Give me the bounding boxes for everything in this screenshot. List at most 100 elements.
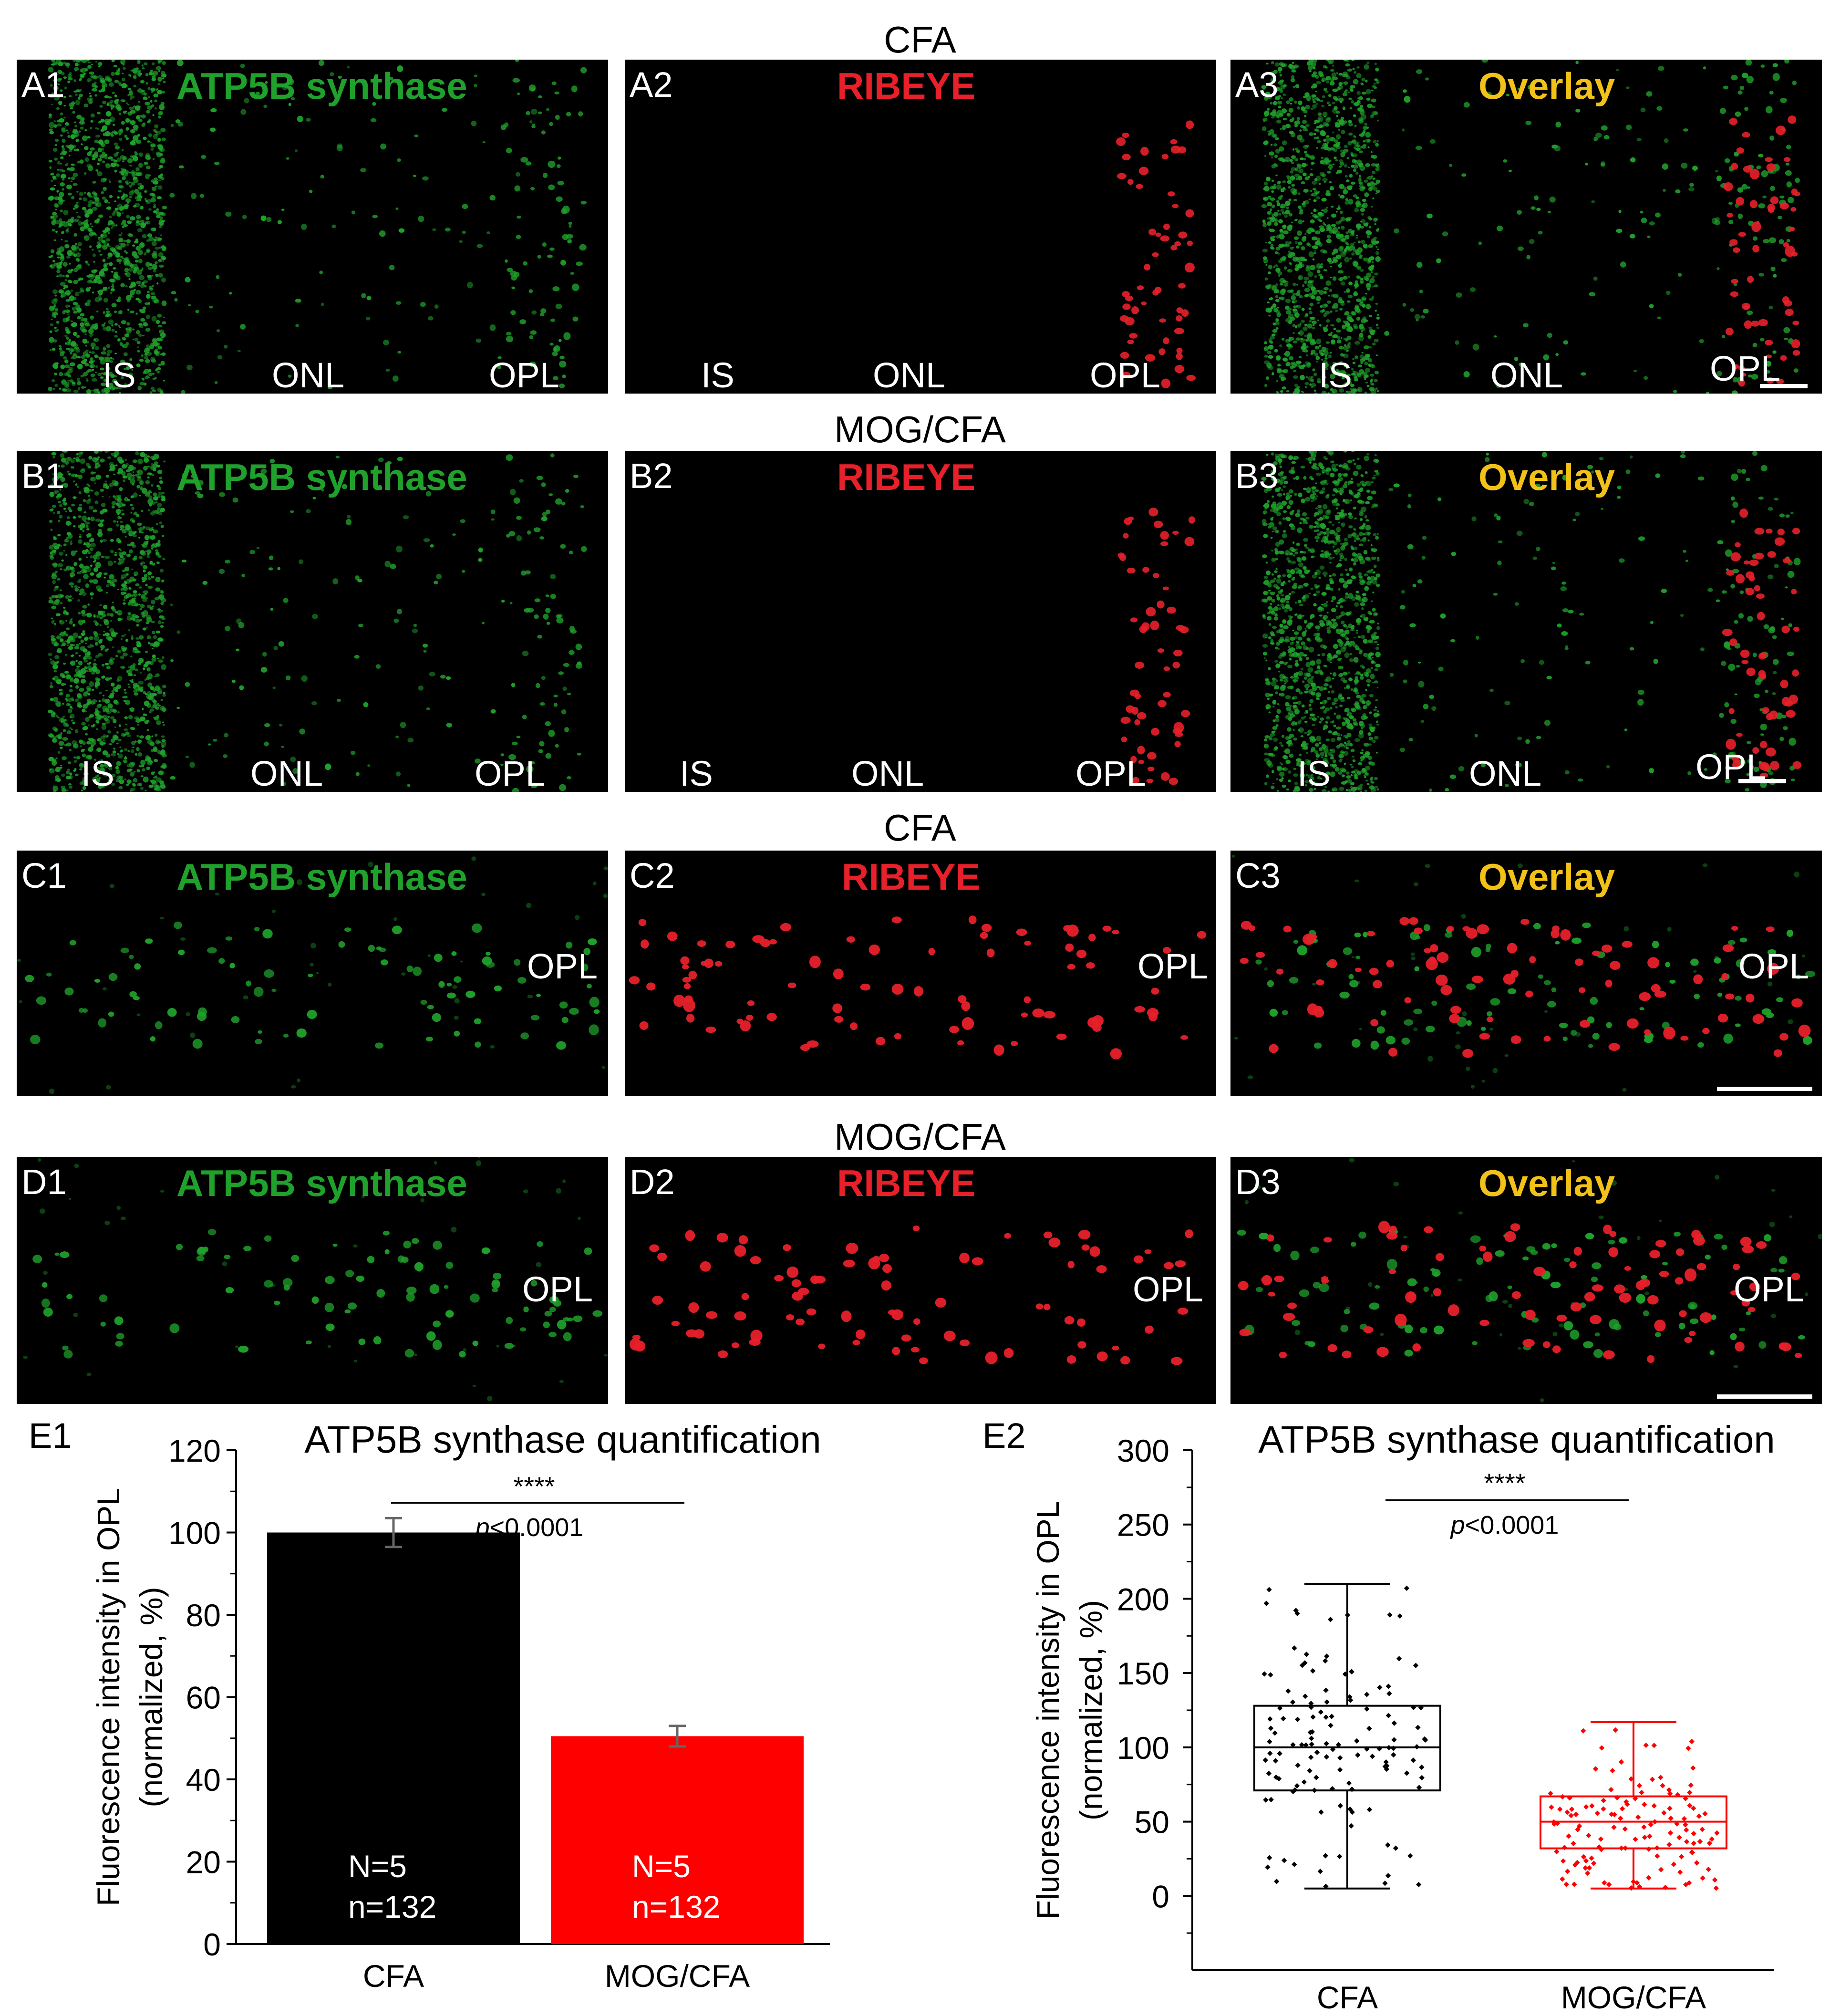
data-point (1689, 1849, 1695, 1855)
significance-stars: **** (1484, 1468, 1525, 1498)
layer-label-opl: OPL (1734, 1269, 1805, 1309)
data-point (1294, 1611, 1300, 1616)
data-point (1712, 1877, 1718, 1883)
y-tick-label: 0 (1152, 1879, 1169, 1914)
y-tick-label: 50 (1135, 1805, 1169, 1840)
panel-title: Overlay (1478, 856, 1615, 898)
data-point (1281, 1858, 1287, 1863)
data-point (1560, 1876, 1565, 1882)
data-point (1611, 1824, 1617, 1830)
panel-title: Overlay (1478, 456, 1615, 498)
data-point (1646, 1875, 1652, 1881)
layer-label-opl: OPL (527, 946, 598, 986)
y-tick-label: 20 (186, 1845, 221, 1880)
x-tick-label: CFA (1317, 1980, 1378, 2011)
row-title-a: CFA (884, 19, 956, 61)
panel-c2: C2 RIBEYE OPL (625, 851, 1216, 1096)
panel-title: RIBEYE (842, 856, 981, 898)
data-point (1586, 1865, 1592, 1871)
data-point (1267, 1750, 1273, 1756)
chart-title: ATP5B synthase quantification (1258, 1419, 1775, 1461)
data-point (1268, 1725, 1274, 1731)
data-point (1317, 1869, 1323, 1874)
y-tick-label: 200 (1117, 1581, 1169, 1617)
data-point (1366, 1725, 1372, 1731)
data-point (1594, 1810, 1601, 1816)
panel-a3: A3 Overlay IS ONL OPL (1230, 60, 1822, 394)
micrograph-texture (48, 451, 587, 792)
y-axis-label-line1: Fluorescence intensity in OPL (1030, 1501, 1065, 1920)
bar (267, 1532, 520, 1944)
layer-label-opl: OPL (489, 355, 560, 394)
data-point (1384, 1766, 1389, 1772)
data-point (1566, 1833, 1571, 1839)
data-point (1602, 1880, 1607, 1886)
data-point (1308, 1755, 1314, 1760)
data-point (1619, 1806, 1625, 1812)
data-point (1294, 1716, 1301, 1722)
data-point (1397, 1613, 1403, 1619)
micrograph-texture (1231, 854, 1816, 1092)
data-point (1557, 1806, 1563, 1812)
data-point (1310, 1668, 1316, 1674)
data-point (1274, 1879, 1280, 1884)
data-point (1685, 1746, 1691, 1751)
data-point (1706, 1840, 1713, 1846)
data-point (1272, 1758, 1279, 1764)
data-point (1301, 1779, 1307, 1785)
data-point (1613, 1727, 1618, 1733)
data-point (1323, 1853, 1328, 1859)
data-point (1696, 1813, 1702, 1819)
data-point (1666, 1787, 1672, 1793)
panel-label: B3 (1235, 456, 1279, 496)
data-point (1699, 1827, 1705, 1832)
data-point (1337, 1767, 1343, 1773)
panel-b1: B1 ATP5B synthase IS ONL OPL (17, 451, 608, 792)
y-axis-label-line1: Fluorescence intensity in OPL (91, 1488, 126, 1906)
x-tick-label: MOG/CFA (605, 1958, 750, 1994)
layer-label-is: IS (81, 754, 114, 792)
data-point (1661, 1810, 1667, 1816)
layer-label-opl: OPL (1710, 349, 1781, 388)
significance-stars: **** (513, 1471, 555, 1501)
layer-label-is: IS (1297, 754, 1331, 792)
panel-b2: B2 RIBEYE IS ONL OPL (625, 451, 1216, 792)
panel-label: A3 (1235, 65, 1279, 104)
data-point (1706, 1866, 1711, 1872)
data-point (1608, 1787, 1614, 1793)
data-point (1263, 1797, 1269, 1803)
data-point (1713, 1885, 1719, 1891)
panel-letter: E1 (29, 1419, 72, 1455)
x-tick-label: CFA (363, 1958, 424, 1994)
panel-label: D2 (630, 1162, 675, 1202)
data-point (1261, 1671, 1267, 1677)
data-point (1648, 1822, 1654, 1828)
data-point (1691, 1830, 1697, 1837)
data-point (1393, 1845, 1399, 1851)
y-tick-label: 80 (186, 1598, 221, 1633)
row-title-d: MOG/CFA (834, 1116, 1006, 1158)
data-point (1419, 1775, 1425, 1781)
data-point (1571, 1840, 1576, 1847)
data-point (1618, 1815, 1623, 1821)
micrograph-texture (1261, 451, 1802, 792)
y-tick-label: 120 (168, 1433, 221, 1468)
data-point (1396, 1656, 1402, 1662)
data-point (1329, 1714, 1334, 1719)
data-point (1589, 1855, 1594, 1861)
panel-letter: E2 (982, 1419, 1026, 1455)
data-point (1415, 1725, 1421, 1730)
data-point (1416, 1785, 1422, 1790)
layer-label-is: IS (680, 754, 713, 792)
data-point (1671, 1861, 1677, 1867)
data-point (1349, 1809, 1355, 1815)
panel-label: B2 (630, 456, 673, 496)
panel-label: A2 (630, 65, 673, 104)
data-point (1391, 1720, 1397, 1726)
panel-d2: D2 RIBEYE OPL (625, 1157, 1216, 1404)
data-point (1647, 1833, 1653, 1839)
data-point (1349, 1669, 1354, 1675)
data-point (1387, 1612, 1393, 1618)
data-point (1404, 1770, 1410, 1776)
data-point (1700, 1875, 1706, 1881)
